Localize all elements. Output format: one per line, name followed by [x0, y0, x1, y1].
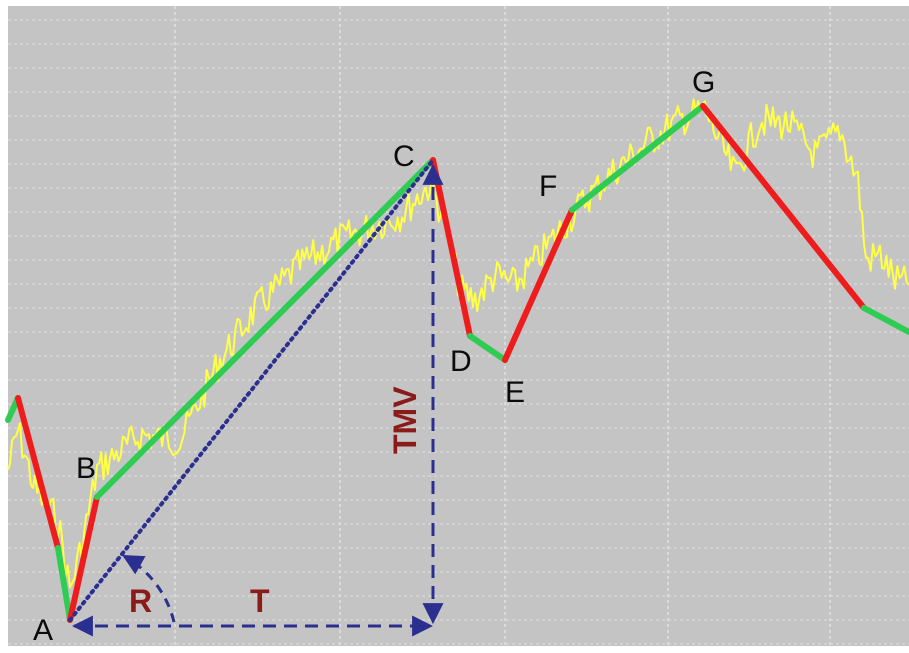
leg-g-h: [700, 103, 867, 311]
label-e: E: [505, 376, 525, 409]
grid: [8, 6, 909, 646]
label-t: T: [250, 583, 270, 619]
label-r: R: [129, 583, 152, 619]
leg-b-c: [94, 157, 436, 500]
label-g: G: [692, 66, 715, 99]
label-c: C: [393, 140, 415, 173]
label-tmv: TMV: [387, 386, 423, 454]
leg-h-right: [861, 305, 909, 335]
leg-to-a: [55, 545, 73, 623]
leg-left-down: [15, 395, 61, 551]
label-d: D: [450, 345, 472, 378]
a-to-c-dotted-line: [68, 158, 435, 622]
label-b: B: [76, 452, 96, 485]
leg-a-b: [67, 494, 100, 623]
plot-background: [8, 6, 909, 646]
price-line: [7, 98, 909, 589]
leg-e-f: [502, 207, 575, 363]
leg-d-e: [467, 333, 508, 363]
label-a: A: [33, 614, 53, 647]
leg-f-g: [569, 103, 706, 213]
label-f: F: [539, 170, 557, 203]
